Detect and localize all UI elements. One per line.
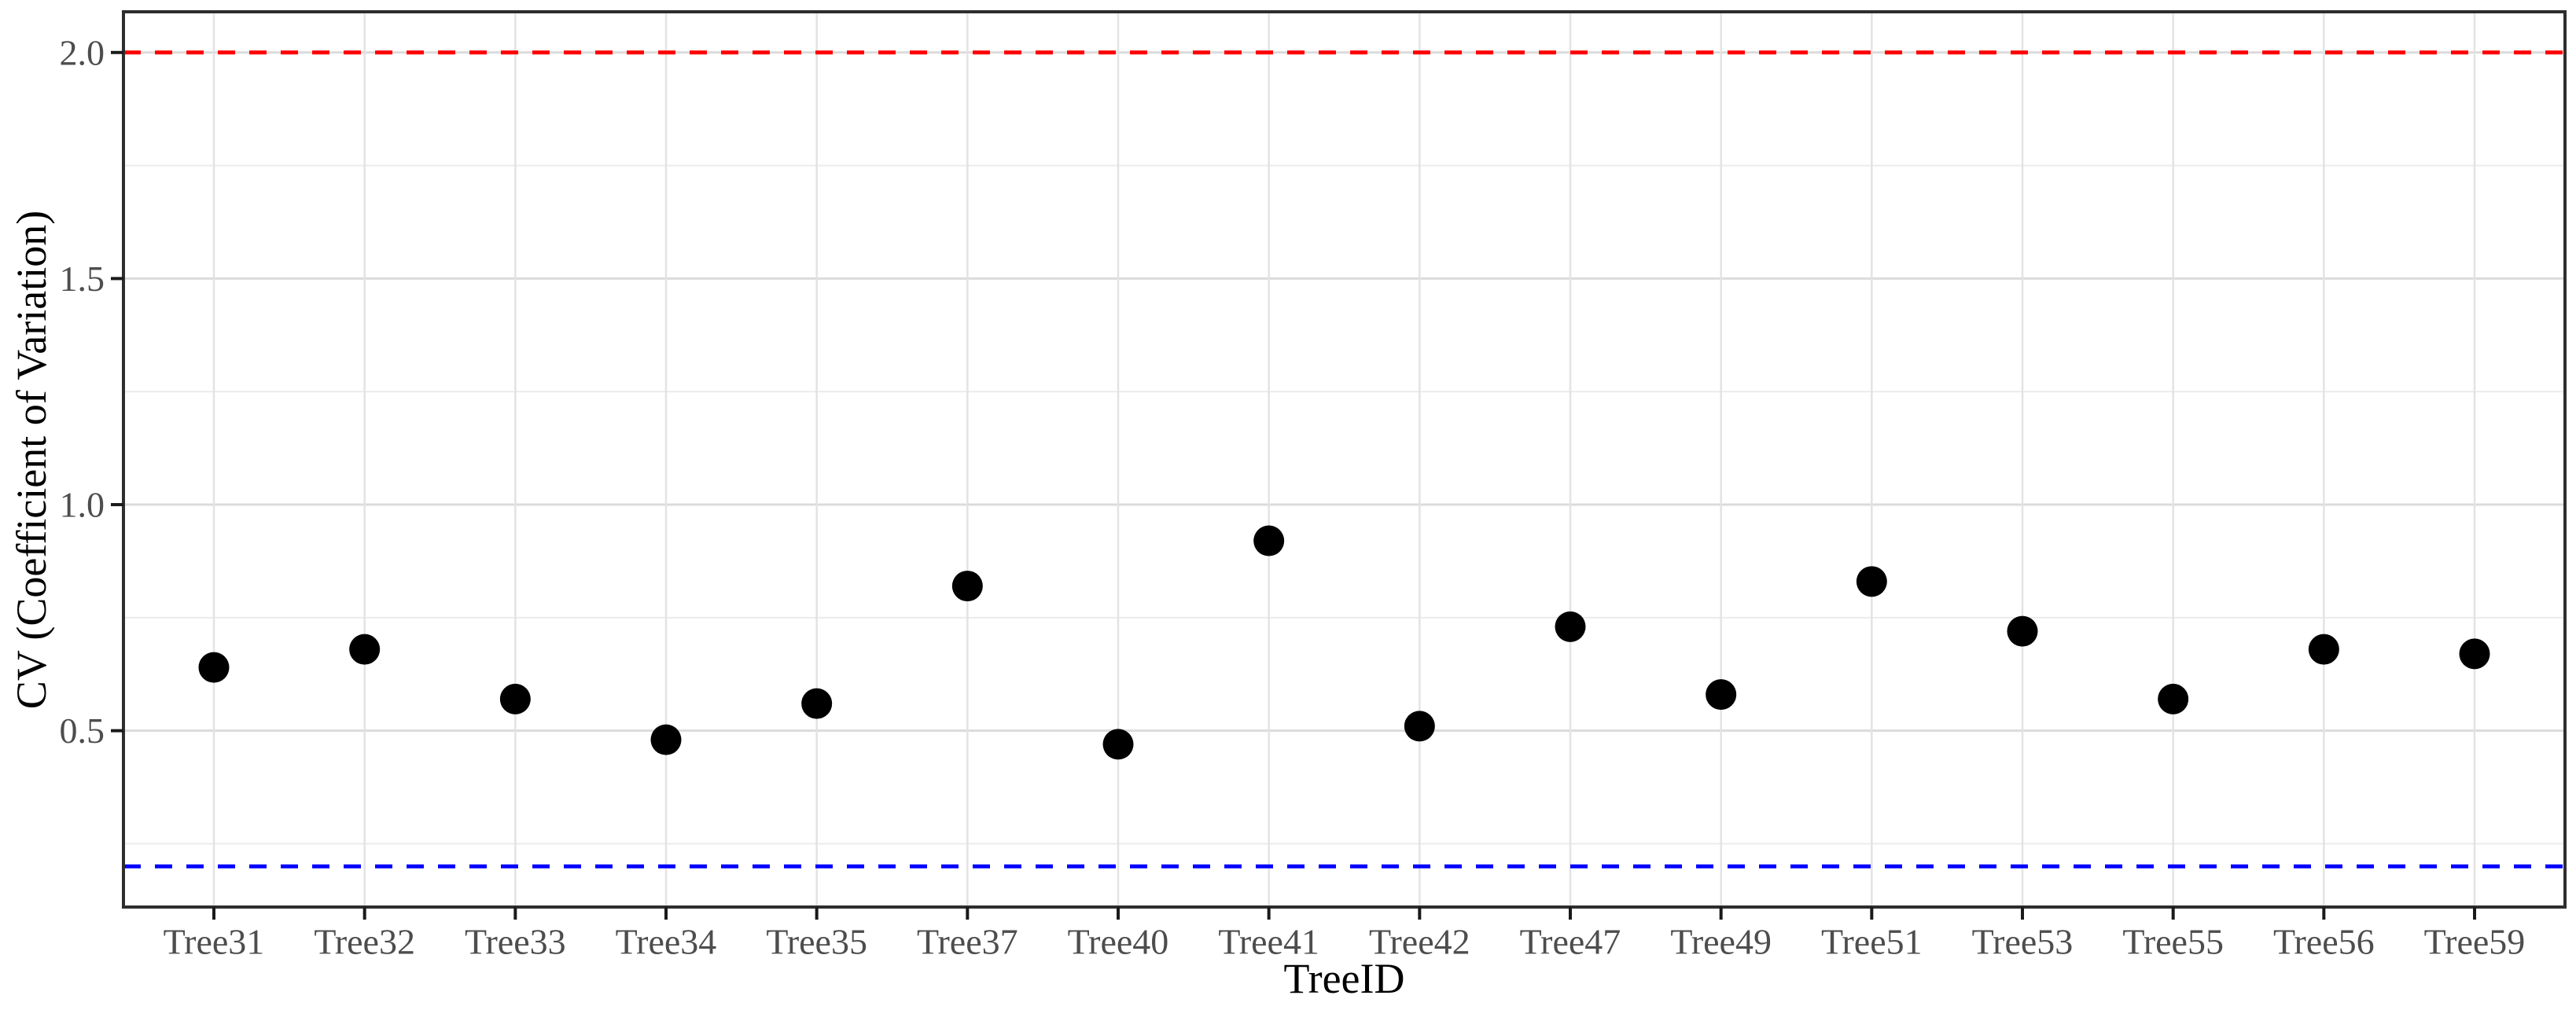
- data-point: [951, 571, 983, 602]
- x-tick-label: Tree32: [314, 922, 415, 962]
- x-tick-label: Tree31: [164, 922, 265, 962]
- x-tick-label: Tree34: [616, 922, 717, 962]
- data-point: [2308, 634, 2339, 665]
- x-tick-label: Tree42: [1369, 922, 1470, 962]
- data-point: [1555, 611, 1586, 642]
- y-axis-title: CV (Coefficient of Variation): [3, 12, 60, 907]
- y-axis-title-text: CV (Coefficient of Variation): [8, 210, 55, 709]
- data-point: [1253, 525, 1285, 556]
- x-tick-label: Tree55: [2122, 922, 2224, 962]
- x-tick-label: Tree59: [2424, 922, 2526, 962]
- data-point: [198, 652, 230, 683]
- y-tick-label: 1.5: [60, 259, 105, 299]
- x-tick-label: Tree37: [917, 922, 1018, 962]
- x-tick-label: Tree40: [1068, 922, 1169, 962]
- x-tick-label: Tree51: [1821, 922, 1923, 962]
- x-tick-label: Tree47: [1520, 922, 1621, 962]
- data-point: [1856, 566, 1887, 597]
- y-tick-label: 2.0: [60, 32, 105, 72]
- x-tick-label: Tree49: [1670, 922, 1772, 962]
- data-point: [801, 688, 833, 719]
- data-point: [1102, 729, 1134, 760]
- y-tick-label: 1.0: [60, 485, 105, 525]
- x-tick-label: Tree56: [2273, 922, 2375, 962]
- data-point: [2007, 615, 2038, 647]
- x-tick-label: Tree33: [465, 922, 566, 962]
- x-tick-label: Tree41: [1218, 922, 1319, 962]
- data-point: [2459, 638, 2490, 670]
- data-point: [2158, 683, 2189, 714]
- data-point: [1706, 679, 1737, 711]
- x-tick-label: Tree53: [1972, 922, 2074, 962]
- x-tick-label: Tree35: [766, 922, 867, 962]
- data-point: [499, 683, 531, 714]
- y-tick-label: 0.5: [60, 711, 105, 751]
- data-point: [650, 724, 682, 755]
- data-point: [349, 634, 381, 665]
- data-point: [1404, 711, 1435, 742]
- x-axis-title: TreeID: [1283, 955, 1405, 1002]
- panel-border: [122, 10, 2567, 909]
